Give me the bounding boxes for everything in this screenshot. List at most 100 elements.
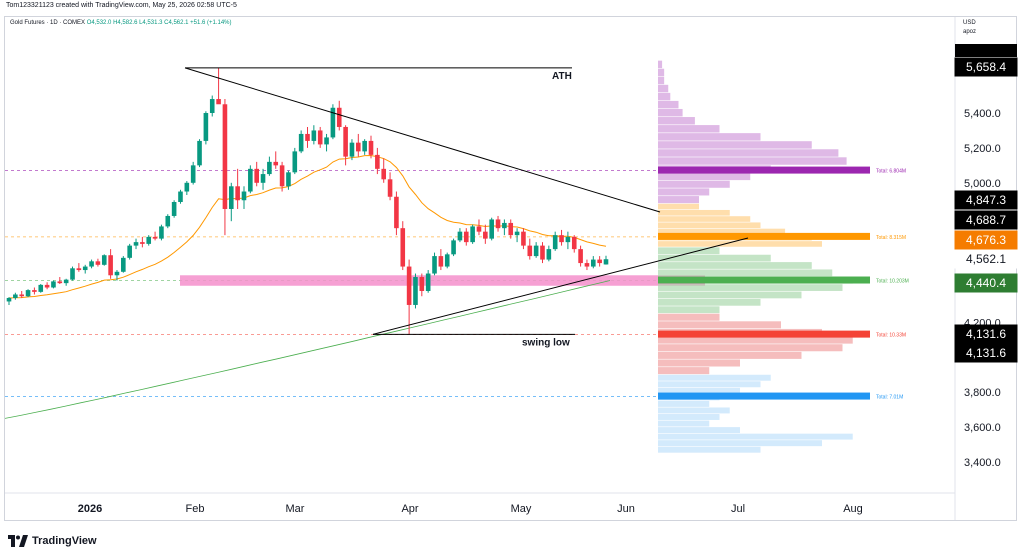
candle-body [400, 228, 406, 267]
candle-body [565, 236, 571, 243]
volume-profile-bar [658, 291, 802, 299]
volume-profile-bar [658, 400, 710, 407]
volume-profile-bar [658, 321, 781, 329]
volume-profile-bar [658, 374, 771, 381]
price-label-box [954, 230, 1018, 250]
candle-body [444, 254, 450, 267]
volume-profile-bar [658, 351, 802, 359]
candle-body [305, 133, 310, 141]
y-tick-label: 3,400.0 [964, 457, 1001, 469]
volume-profile-bar [658, 381, 761, 388]
x-tick-label: 2026 [78, 503, 102, 515]
candle-body [508, 222, 514, 236]
candle-body [286, 172, 291, 187]
volume-profile-bar [658, 262, 812, 269]
candle-body [578, 249, 583, 264]
poc-bar [658, 232, 870, 240]
tradingview-brand: TradingView [8, 535, 97, 547]
price-label-box [954, 343, 1018, 363]
candle-body [6, 297, 12, 302]
candle-body [514, 231, 520, 236]
candle-body [330, 107, 336, 138]
volume-profile-bar [658, 133, 761, 141]
x-tick-label: Apr [401, 503, 418, 515]
candle-body [298, 133, 304, 152]
volume-total-label: Total: 8.315M [876, 235, 906, 241]
candle-body [571, 236, 577, 250]
price-scale-currency[interactable]: USD apoz [963, 19, 976, 37]
candle-body [394, 196, 399, 229]
candle-body [254, 168, 259, 183]
price-label-text: 4,131.6 [966, 346, 1006, 360]
candle-body [343, 126, 348, 157]
volume-profile-bar [658, 203, 699, 210]
candle-body [451, 240, 456, 255]
ohlc-close: C4,562.1 [164, 20, 189, 26]
candle-body [470, 226, 475, 243]
candle-body [51, 281, 56, 288]
candle-body [476, 226, 482, 232]
price-label-text: 4,562.1 [966, 252, 1006, 266]
ohlc-change: +51.6 (+1.14%) [190, 20, 232, 26]
candle-body [533, 245, 539, 257]
candle-body [349, 142, 355, 157]
price-label-box [954, 190, 1018, 210]
symbol-legend[interactable]: Gold Futures · 1D · COMEX O4,532.0 H4,58… [10, 20, 232, 26]
candle-body [597, 259, 602, 264]
candle-body [121, 257, 126, 272]
candle-body [273, 161, 279, 166]
volume-profile-bar [658, 216, 751, 222]
price-label-box [954, 249, 1018, 269]
candle-body [292, 151, 298, 173]
candle-body [165, 215, 171, 227]
poc-bar [658, 392, 870, 400]
volume-profile-bar [658, 247, 720, 255]
ohlc-open: O4,532.0 [86, 20, 112, 26]
candle-body [425, 273, 431, 291]
candle-body [133, 242, 139, 246]
candle-body [260, 174, 266, 183]
candle-body [387, 179, 393, 197]
y-tick-label: 5,200.0 [964, 143, 1001, 155]
volume-profile-bar [658, 269, 833, 277]
volume-profile-bar [658, 60, 663, 69]
y-tick-label: 5,000.0 [964, 178, 1001, 190]
candle-body [540, 245, 545, 260]
volume-profile-bar [658, 420, 710, 427]
volume-profile-bar [658, 92, 671, 101]
x-tick-label: Feb [186, 503, 205, 515]
candle-body [463, 231, 469, 243]
volume-profile-bar [658, 344, 843, 352]
candle-body [324, 137, 329, 145]
y-tick-label: 3,800.0 [964, 387, 1001, 399]
volume-profile-bar [658, 306, 720, 314]
x-tick-label: May [511, 503, 532, 515]
candle-body [76, 268, 82, 271]
poc-bar [658, 330, 870, 338]
candle-body [559, 235, 564, 243]
volume-profile-bar [658, 298, 761, 306]
volume-profile-bar [658, 108, 683, 117]
candle-body [140, 242, 145, 244]
volume-profile-bar [658, 433, 853, 440]
candle-body [209, 99, 215, 113]
candle-body [279, 165, 285, 187]
candle-body [483, 231, 488, 239]
candle-body [101, 255, 107, 265]
candle-body [381, 168, 387, 180]
volume-profile-bar [658, 336, 853, 344]
volume-profile-bar [658, 141, 812, 149]
tradingview-wordmark: TradingView [32, 535, 97, 547]
candle-body [413, 277, 418, 305]
candle-body [241, 191, 247, 201]
price-label-box [954, 57, 1018, 77]
candle-body [190, 165, 196, 183]
candle-body [216, 99, 221, 105]
candle-body [362, 140, 367, 152]
candle-body [197, 140, 202, 166]
descending-trendline [184, 67, 661, 213]
candle-body [32, 290, 37, 292]
candle-body [552, 235, 558, 250]
volume-profile-bar [658, 414, 720, 420]
